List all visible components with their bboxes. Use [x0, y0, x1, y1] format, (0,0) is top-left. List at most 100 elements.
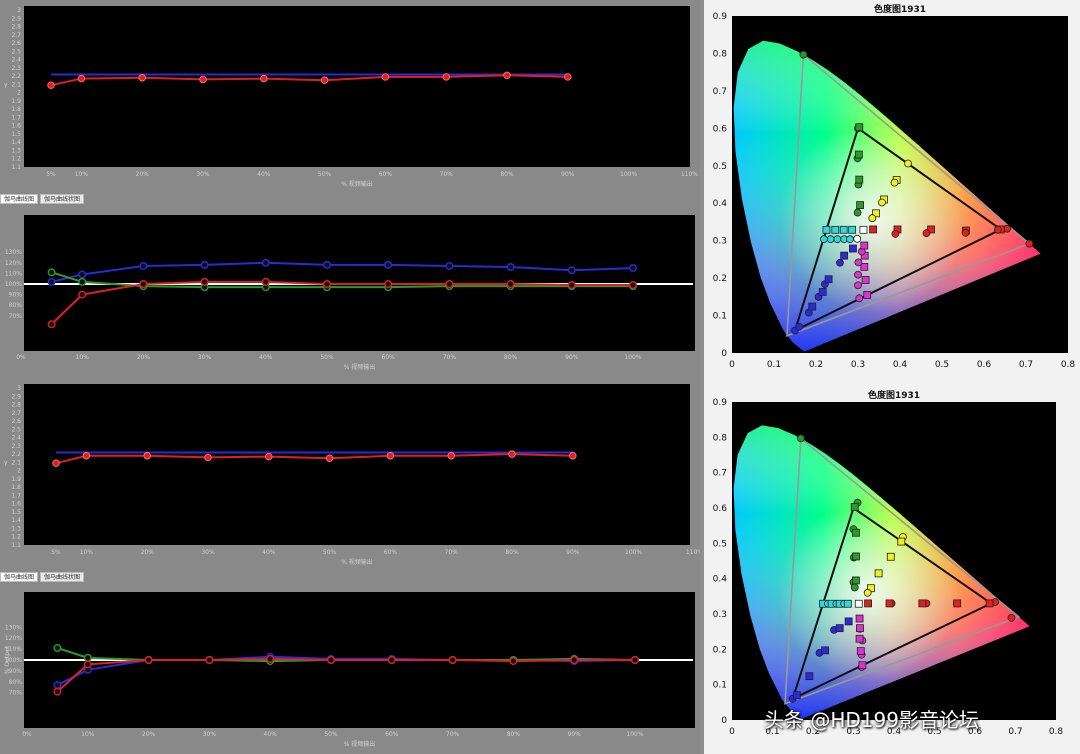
x-tick-label: 60% [382, 354, 396, 361]
y-tick-label: 2.2 [11, 451, 21, 458]
yellow-target-point [897, 537, 906, 546]
y-tick-label: 1.5 [11, 509, 21, 516]
x-tick-label: 60% [379, 171, 393, 178]
plot-area [24, 384, 690, 545]
white-target-point [854, 599, 863, 608]
y-tick-label: 2 [17, 90, 21, 97]
y-tick-label: 1.5 [11, 131, 21, 138]
blue-balance-point [506, 263, 515, 272]
tab-gamma-bar-bottom[interactable]: 伽马曲线状图 [40, 572, 85, 582]
y-tick-label: 130% [5, 624, 22, 631]
red-balance-point [266, 654, 275, 663]
rgb-balance-chart-top: 0% 10% 20% 30% 40% 50% 60% 70% 80% 90% 100% 70% 80% 9… [5, 215, 695, 371]
cyan-target-point [839, 225, 848, 234]
y-tick-label: 1.9 [11, 476, 21, 483]
y-axis-label: γ [4, 82, 8, 89]
red-balance-point [205, 656, 214, 665]
red-gamma-point [265, 452, 273, 461]
y-tick-label: 1.1 [11, 164, 21, 171]
x-tick-label: 0.7 [1019, 360, 1033, 370]
red-balance-point [509, 657, 518, 666]
red-target-point [885, 599, 894, 608]
y-tick-label: 0.3 [713, 610, 727, 620]
magenta-target-point [856, 624, 864, 633]
y-tick-label: 3 [17, 7, 21, 14]
blue-target-point [805, 672, 814, 681]
green-target-point [855, 175, 864, 184]
red-target-point [869, 225, 878, 234]
y-tick-label: 1.7 [11, 114, 21, 121]
tab-bar-top: 伽马曲线图 伽马曲线状图 [0, 194, 85, 204]
red-gamma-line [55, 453, 573, 465]
red-balance-point [47, 320, 56, 329]
red-target-point [927, 225, 935, 234]
magenta-measure-point [854, 258, 863, 267]
x-tick-label: 0.7 [1008, 727, 1022, 737]
y-tick-label: 2.5 [11, 48, 21, 55]
x-tick-label: 30% [196, 171, 210, 178]
red-gamma-point [386, 452, 395, 460]
red-gamma-point [199, 75, 207, 84]
x-tick-label: 90% [566, 549, 580, 556]
y-tick-label: 0.8 [713, 433, 728, 443]
y-tick-label: 130% [5, 249, 22, 256]
gamma-chart-bottom: 5% 10% 20% 30% 40% 50% 60% 70% 80% 90% 100% 110% 1.1… [4, 384, 700, 566]
red-gamma-point [260, 74, 268, 83]
tab-gamma-curve[interactable]: 伽马曲线图 [0, 194, 39, 204]
x-tick-label: 90% [568, 731, 582, 738]
x-tick-label: 30% [198, 354, 212, 361]
green-target-point [852, 528, 860, 537]
x-tick-label: 40% [259, 354, 273, 361]
red-measure-point [922, 229, 931, 238]
blue-balance-point [629, 264, 638, 273]
yellow-measure-point [878, 198, 886, 207]
x-tick-label: 80% [500, 171, 514, 178]
cie-title: 色度图1931 [874, 3, 926, 15]
white-target-point [859, 225, 868, 234]
blue-target-point [792, 691, 801, 700]
y-tick-label: 2.7 [11, 32, 21, 39]
green-balance-point [47, 268, 56, 277]
green-measure-point [796, 434, 805, 443]
x-tick-label: 30% [201, 549, 215, 556]
y-tick-label: 1.9 [11, 98, 21, 105]
y-tick-label: 0.6 [713, 124, 728, 134]
x-tick-label: 0 [729, 727, 735, 737]
y-tick-label: 0.5 [713, 162, 727, 172]
x-tick-label: 70% [446, 731, 460, 738]
x-tick-label: 10% [75, 171, 89, 178]
y-tick-label: 100% [5, 657, 22, 664]
x-tick-label: 80% [505, 549, 519, 556]
red-gamma-point [569, 452, 577, 460]
red-balance-point [200, 277, 209, 286]
y-tick-label: 1.3 [11, 147, 21, 154]
red-gamma-point [77, 74, 86, 83]
blue-target-point [840, 251, 849, 260]
x-tick-label: 20% [141, 549, 155, 556]
tab-gamma-bar[interactable]: 伽马曲线状图 [40, 194, 85, 204]
rgb-balance-chart-bottom: 0% 10% 20% 30% 40% 50% 60% 70% 80% 90% 100% 70% 80% 9… [4, 592, 695, 748]
y-axis-label: γ [4, 460, 8, 467]
magenta-measure-point [854, 281, 862, 290]
x-tick-label: 110% [681, 171, 698, 178]
x-tick-label: 5% [51, 549, 61, 556]
red-measure-point [993, 225, 1002, 234]
y-tick-label: 110% [5, 270, 22, 277]
green-balance-point [53, 644, 62, 653]
x-tick-label: 60% [385, 731, 399, 738]
blue-balance-point [384, 260, 393, 269]
x-tick-label: 0.6 [968, 727, 983, 737]
red-gamma-point [442, 73, 450, 81]
y-tick-label: 2.6 [11, 418, 21, 425]
red-gamma-line [50, 74, 568, 87]
y-tick-label: 0.6 [713, 504, 728, 514]
red-balance-point [53, 687, 62, 696]
cyan-target-point [848, 225, 857, 234]
tab-gamma-curve-bottom[interactable]: 伽马曲线图 [0, 572, 39, 582]
x-tick-label: 0% [22, 731, 32, 738]
x-tick-label: 40% [257, 171, 271, 178]
x-tick-label: 10% [81, 731, 95, 738]
red-balance-point [139, 280, 148, 289]
y-tick-label: 0.2 [713, 645, 727, 655]
gamut-triangle-outer [786, 52, 1031, 337]
